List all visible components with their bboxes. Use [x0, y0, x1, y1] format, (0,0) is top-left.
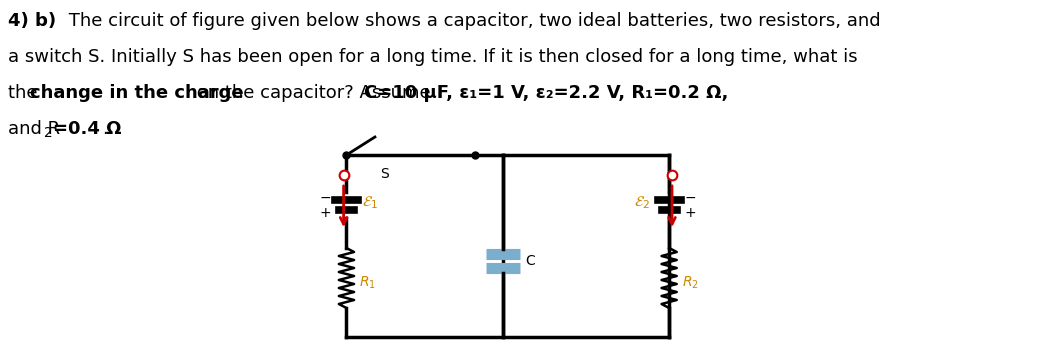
Text: $R_1$: $R_1$: [359, 275, 376, 291]
Text: S: S: [380, 167, 388, 181]
Text: +: +: [684, 206, 695, 220]
Text: +: +: [320, 206, 331, 220]
Text: 4) b): 4) b): [7, 12, 56, 30]
Text: =0.4 Ω: =0.4 Ω: [54, 120, 122, 138]
Text: the: the: [7, 84, 43, 102]
Text: −: −: [684, 191, 695, 205]
Text: $\mathcal{E}_2$: $\mathcal{E}_2$: [634, 195, 650, 211]
Text: −: −: [320, 191, 331, 205]
Text: .: .: [102, 120, 108, 138]
Text: C: C: [525, 254, 534, 268]
Text: C=10 μF, ε₁=1 V, ε₂=2.2 V, R₁=0.2 Ω,: C=10 μF, ε₁=1 V, ε₂=2.2 V, R₁=0.2 Ω,: [364, 84, 728, 102]
Text: 2: 2: [44, 126, 53, 140]
Text: a switch S. Initially S has been open for a long time. If it is then closed for : a switch S. Initially S has been open fo…: [7, 48, 857, 66]
Text: The circuit of figure given below shows a capacitor, two ideal batteries, two re: The circuit of figure given below shows …: [63, 12, 881, 30]
Text: $R_2$: $R_2$: [682, 275, 699, 291]
Text: on the capacitor? Assume: on the capacitor? Assume: [190, 84, 437, 102]
Text: and R: and R: [7, 120, 60, 138]
Text: $\mathcal{E}_1$: $\mathcal{E}_1$: [362, 195, 378, 211]
Text: change in the charge: change in the charge: [31, 84, 244, 102]
